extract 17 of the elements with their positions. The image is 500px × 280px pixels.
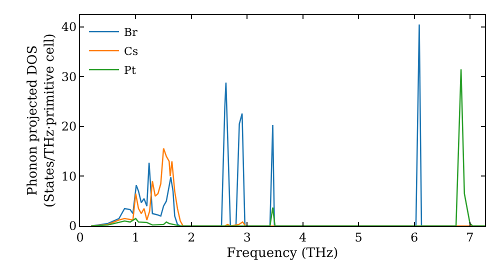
legend-label: Br [124,26,138,39]
y-tick-label: 0 [68,219,77,234]
x-tick-label: 7 [466,230,474,244]
y-axis-title: Phonon projected DOS (States/THz·primitive cell) [25,33,58,208]
x-axis-title: Frequency (THz) [226,246,338,261]
x-tick-label: 2 [188,230,196,244]
legend-label: Cs [124,44,138,58]
x-tick-label: 4 [299,230,308,244]
y-tick-label: 10 [61,169,77,184]
x-tick-label: 3 [243,230,251,244]
y-tick-label: 40 [61,20,77,34]
y-tick-label: 30 [61,70,77,84]
x-tick-label: 5 [354,230,362,244]
legend-label: Pt [124,64,136,77]
x-tick-label: 6 [410,230,418,244]
y-tick-label: 20 [61,120,77,134]
x-tick-label: 1 [132,230,140,244]
